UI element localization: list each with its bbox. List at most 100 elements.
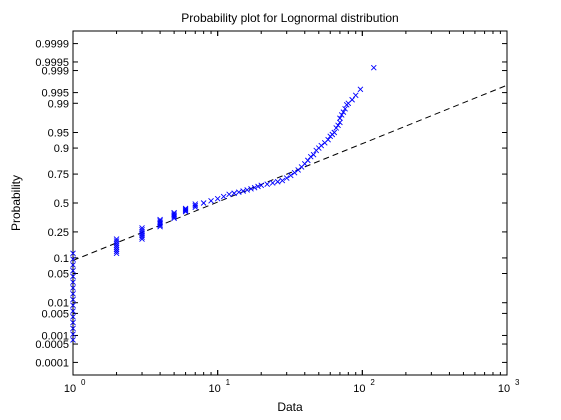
y-tick-label: 0.75 [48,169,69,181]
data-point [70,250,76,257]
data-point [182,206,189,213]
data-point [214,195,221,202]
reference-line [72,84,508,261]
data-point [157,216,163,223]
data-point [264,181,271,187]
data-point [113,238,120,244]
data-point [208,198,214,204]
data-point [70,319,76,326]
data-point [70,279,76,286]
data-point [258,182,265,189]
y-tick-label: 0.5 [54,198,69,210]
data-point [70,331,76,337]
data-point [248,185,254,192]
data-point [349,96,355,103]
x-tick-exponent: 3 [515,378,520,387]
y-axis-label: Probability [9,175,23,231]
data-point [370,64,377,71]
y-tick-label: 0.0005 [35,339,69,351]
y-tick-label: 0.999 [41,66,69,78]
y-tick-label: 0.005 [41,308,69,320]
data-point [200,200,207,206]
data-point [70,337,76,343]
data-point [231,190,237,197]
data-point [340,109,347,115]
data-point [70,256,76,262]
data-point [287,172,294,179]
data-point [70,314,76,320]
data-point [235,189,242,195]
data-point [171,211,177,217]
data-point [70,267,76,274]
data-point [157,218,163,224]
data-point [70,296,76,303]
data-point [70,290,76,297]
y-tick-label: 0.9999 [35,39,69,51]
x-tick-exponent: 2 [370,378,375,387]
data-point [113,246,120,253]
data-point [70,308,76,314]
data-point [335,122,341,129]
x-tick-exponent: 1 [226,378,231,387]
data-point [113,248,120,255]
data-point [325,136,331,143]
x-tick-label: 10 [64,383,76,395]
data-point [333,125,340,131]
x-axis-label: Data [277,400,303,414]
data-point [113,236,120,242]
data-point [113,244,120,251]
data-point [283,175,290,181]
data-point [310,151,317,158]
y-tick-label: 0.995 [41,88,69,100]
data-point [171,209,177,216]
y-tick-label: 0.01 [48,298,69,310]
data-point [279,177,286,184]
y-tick-label: 0.05 [48,269,69,281]
data-point [337,115,343,122]
data-point [226,191,232,198]
data-point [269,180,276,186]
data-point [342,106,348,112]
data-point [113,250,120,257]
data-point [139,227,145,233]
data-point [113,242,120,249]
data-point [244,187,251,193]
data-point [255,183,261,190]
data-point [240,188,246,194]
data-point [182,207,189,214]
data-point [113,240,120,246]
data-point [337,119,343,126]
y-tick-label: 0.9 [54,143,69,155]
chart-title: Probability plot for Lognormal distribut… [181,11,398,25]
data-point [251,184,258,191]
data-point [352,92,359,99]
y-tick-label: 0.0001 [35,357,69,369]
data-point [291,169,298,176]
x-tick-label: 10 [209,383,221,395]
data-point [70,285,76,291]
data-point [192,201,199,207]
data-point [338,112,345,118]
data-point [70,262,76,268]
y-tick-label: 0.99 [48,98,69,110]
data-point [307,153,314,160]
y-tick-label: 0.25 [48,227,69,239]
data-point [70,273,76,280]
data-point [182,205,189,212]
x-tick-exponent: 0 [81,378,86,387]
x-tick-label: 10 [498,383,510,395]
y-tick-label: 0.9995 [35,57,69,69]
data-point [192,202,199,209]
data-point [331,129,338,136]
data-point [357,86,364,93]
x-tick-label: 10 [353,383,365,395]
data-point [305,157,311,164]
data-point [139,225,145,231]
data-point [70,325,76,332]
y-tick-label: 0.95 [48,127,69,139]
y-tick-label: 0.001 [41,330,69,342]
y-tick-label: 0.1 [54,253,69,265]
data-point [70,302,76,309]
